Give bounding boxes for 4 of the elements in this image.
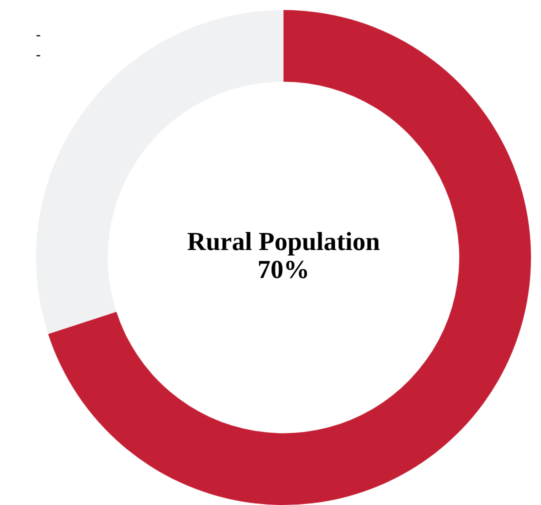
text: Rural Population xyxy=(187,227,380,256)
text: - xyxy=(36,47,41,65)
data-label: 70% xyxy=(258,255,310,284)
text: - xyxy=(36,27,41,45)
